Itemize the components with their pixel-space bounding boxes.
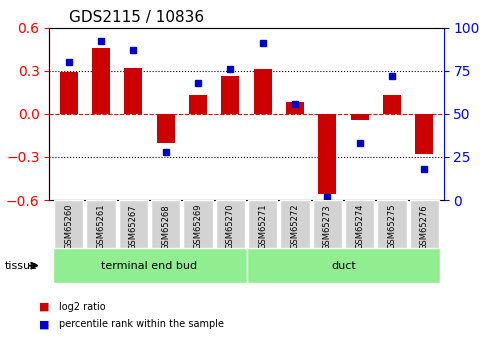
Text: ■: ■ — [39, 302, 50, 312]
Text: GSM65261: GSM65261 — [97, 204, 106, 249]
FancyBboxPatch shape — [216, 200, 245, 248]
Bar — [383, 95, 401, 114]
Text: GSM65270: GSM65270 — [226, 204, 235, 249]
FancyBboxPatch shape — [248, 200, 277, 248]
Text: ■: ■ — [39, 319, 50, 329]
FancyBboxPatch shape — [313, 200, 342, 248]
Bar — [416, 114, 433, 154]
Text: duct: duct — [331, 261, 356, 270]
Text: percentile rank within the sample: percentile rank within the sample — [59, 319, 224, 329]
FancyBboxPatch shape — [183, 200, 212, 248]
Bar — [124, 68, 142, 114]
Text: GSM65274: GSM65274 — [355, 204, 364, 249]
Text: GSM65272: GSM65272 — [290, 204, 299, 249]
Text: GSM65273: GSM65273 — [323, 204, 332, 249]
FancyBboxPatch shape — [54, 200, 83, 248]
Text: tissue: tissue — [5, 261, 38, 270]
FancyBboxPatch shape — [281, 200, 310, 248]
FancyBboxPatch shape — [410, 200, 439, 248]
Text: terminal end bud: terminal end bud — [102, 261, 198, 270]
Text: GSM65271: GSM65271 — [258, 204, 267, 249]
FancyBboxPatch shape — [151, 200, 180, 248]
FancyBboxPatch shape — [378, 200, 407, 248]
Bar — [254, 69, 272, 114]
Bar — [351, 114, 369, 120]
FancyBboxPatch shape — [86, 200, 115, 248]
Bar — [189, 95, 207, 114]
Bar — [286, 102, 304, 114]
Text: log2 ratio: log2 ratio — [59, 302, 106, 312]
Bar — [157, 114, 175, 142]
Bar — [92, 48, 110, 114]
Text: GDS2115 / 10836: GDS2115 / 10836 — [69, 10, 204, 25]
FancyBboxPatch shape — [119, 200, 148, 248]
Bar — [318, 114, 336, 194]
Text: GSM65260: GSM65260 — [64, 204, 73, 249]
Text: GSM65269: GSM65269 — [194, 204, 203, 249]
FancyBboxPatch shape — [53, 248, 246, 283]
Text: GSM65275: GSM65275 — [387, 204, 396, 249]
Text: GSM65268: GSM65268 — [161, 204, 170, 249]
Bar — [60, 72, 77, 114]
Bar — [221, 77, 239, 114]
FancyBboxPatch shape — [345, 200, 374, 248]
Text: GSM65276: GSM65276 — [420, 204, 429, 249]
FancyBboxPatch shape — [246, 248, 440, 283]
Text: GSM65267: GSM65267 — [129, 204, 138, 249]
